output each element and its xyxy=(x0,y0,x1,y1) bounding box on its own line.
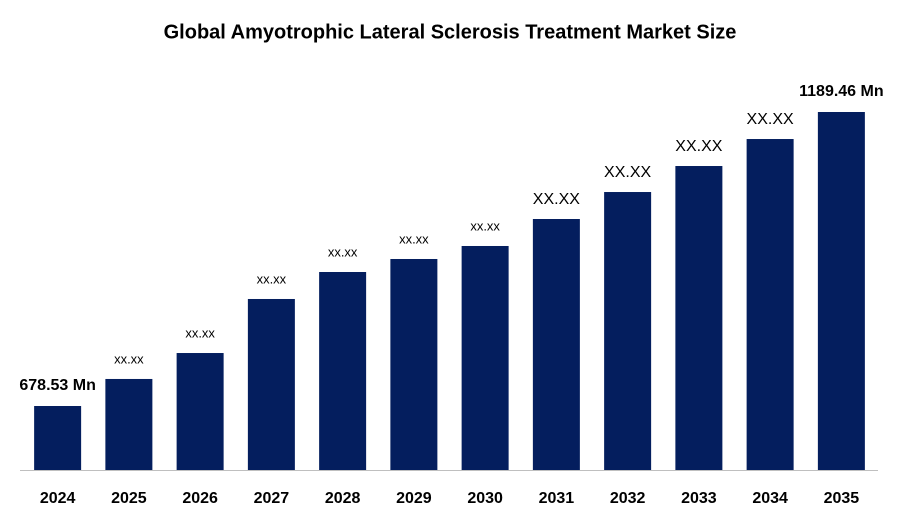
value-label: XX.XX xyxy=(747,111,794,128)
value-label: xx.xx xyxy=(185,325,215,340)
x-tick-label: 2034 xyxy=(752,490,788,507)
bar xyxy=(817,112,865,470)
x-tick-label: 2029 xyxy=(396,490,432,507)
bar xyxy=(746,139,794,470)
x-tick-label: 2031 xyxy=(539,490,575,507)
value-label: XX.XX xyxy=(533,191,580,208)
bar xyxy=(176,353,224,470)
x-tick-label: 2035 xyxy=(824,490,860,507)
x-tick-label: 2030 xyxy=(467,490,503,507)
value-label: 678.53 Mn xyxy=(19,377,95,394)
x-tick-label: 2028 xyxy=(325,490,361,507)
value-label: xx.xx xyxy=(114,351,144,366)
value-label: xx.xx xyxy=(257,271,287,286)
bar xyxy=(532,219,580,470)
bar xyxy=(319,272,367,470)
x-tick-label: 2033 xyxy=(681,490,717,507)
bar xyxy=(461,245,509,470)
value-label: xx.xx xyxy=(470,218,500,233)
bar xyxy=(390,258,438,470)
chart-title: Global Amyotrophic Lateral Sclerosis Tre… xyxy=(164,21,737,43)
value-label: XX.XX xyxy=(604,164,651,181)
value-label: XX.XX xyxy=(675,138,722,155)
bar xyxy=(247,298,295,470)
value-label: 1189.46 Mn xyxy=(799,83,884,100)
x-tick-label: 2025 xyxy=(111,490,147,507)
value-label: xx.xx xyxy=(328,244,358,259)
bar xyxy=(105,378,153,470)
x-tick-label: 2027 xyxy=(254,490,290,507)
x-tick-label: 2024 xyxy=(40,490,76,507)
value-label: xx.xx xyxy=(399,231,429,246)
x-tick-label: 2032 xyxy=(610,490,646,507)
bar xyxy=(34,406,82,470)
bar xyxy=(675,166,723,471)
x-tick-label: 2026 xyxy=(182,490,218,507)
bar xyxy=(604,192,652,471)
